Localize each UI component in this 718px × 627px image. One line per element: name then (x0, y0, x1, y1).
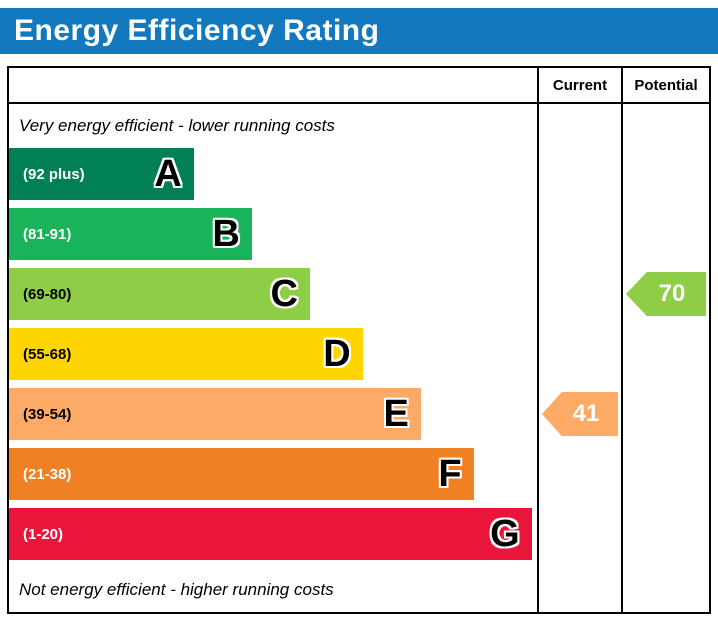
band-b: (81-91) B (9, 208, 252, 260)
band-g: (1-20) G (9, 508, 532, 560)
chart-header-row: Current Potential (9, 68, 709, 104)
band-letter: C (270, 273, 298, 315)
band-range: (92 plus) (23, 165, 85, 183)
band-letter: B (212, 213, 240, 255)
potential-column: 70 (621, 104, 709, 612)
band-range: (21-38) (23, 465, 72, 483)
band-range: (55-68) (23, 345, 72, 363)
bottom-caption: Not energy efficient - higher running co… (19, 580, 334, 599)
band-letter: D (323, 333, 351, 375)
band-a: (92 plus) A (9, 148, 194, 200)
band-c: (69-80) C (9, 268, 310, 320)
current-column: 41 (537, 104, 621, 612)
potential-rating-value: 70 (658, 280, 686, 307)
band-range: (39-54) (23, 405, 72, 423)
epc-rating-page: Energy Efficiency Rating Current Potenti… (0, 8, 718, 614)
band-range: (1-20) (23, 525, 64, 543)
potential-rating-arrow: 70 (626, 272, 706, 316)
chart-body: Very energy efficient - lower running co… (9, 104, 709, 612)
current-column-header: Current (537, 68, 621, 102)
band-letter: A (154, 153, 182, 195)
potential-column-header: Potential (621, 68, 709, 102)
header-spacer (9, 68, 537, 102)
band-letter: G (490, 513, 520, 555)
current-rating-value: 41 (572, 400, 600, 427)
energy-efficiency-chart: Current Potential Very energy efficient … (7, 66, 711, 614)
band-range: (81-91) (23, 225, 72, 243)
band-d: (55-68) D (9, 328, 363, 380)
chart-title-bar: Energy Efficiency Rating (0, 8, 718, 54)
band-f: (21-38) F (9, 448, 474, 500)
band-range: (69-80) (23, 285, 72, 303)
band-letter: F (438, 453, 462, 495)
band-e: (39-54) E (9, 388, 421, 440)
band-area: Very energy efficient - lower running co… (9, 104, 537, 612)
page-title: Energy Efficiency Rating (14, 14, 380, 47)
current-rating-arrow: 41 (542, 392, 618, 436)
top-caption: Very energy efficient - lower running co… (19, 116, 335, 135)
band-letter: E (383, 393, 409, 435)
